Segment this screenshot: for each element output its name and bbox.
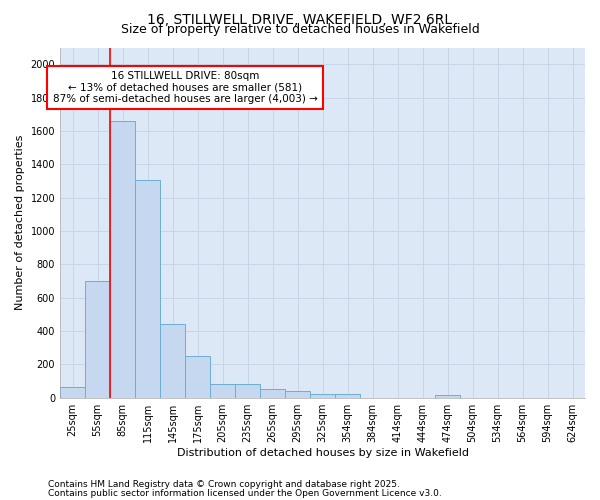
Bar: [335, 394, 360, 398]
Text: 16, STILLWELL DRIVE, WAKEFIELD, WF2 6RL: 16, STILLWELL DRIVE, WAKEFIELD, WF2 6RL: [148, 12, 452, 26]
Bar: [110, 121, 135, 398]
Text: Size of property relative to detached houses in Wakefield: Size of property relative to detached ho…: [121, 24, 479, 36]
Bar: [235, 384, 260, 398]
Bar: [260, 390, 285, 398]
Bar: [435, 395, 460, 398]
Bar: [135, 180, 160, 398]
Bar: [85, 281, 110, 398]
Bar: [210, 384, 235, 398]
Y-axis label: Number of detached properties: Number of detached properties: [15, 135, 25, 310]
Bar: [285, 391, 310, 398]
Text: 16 STILLWELL DRIVE: 80sqm
← 13% of detached houses are smaller (581)
87% of semi: 16 STILLWELL DRIVE: 80sqm ← 13% of detac…: [53, 71, 317, 104]
Bar: [160, 324, 185, 398]
Bar: [60, 387, 85, 398]
Bar: [310, 394, 335, 398]
X-axis label: Distribution of detached houses by size in Wakefield: Distribution of detached houses by size …: [176, 448, 469, 458]
Text: Contains public sector information licensed under the Open Government Licence v3: Contains public sector information licen…: [48, 488, 442, 498]
Text: Contains HM Land Registry data © Crown copyright and database right 2025.: Contains HM Land Registry data © Crown c…: [48, 480, 400, 489]
Bar: [185, 356, 210, 398]
